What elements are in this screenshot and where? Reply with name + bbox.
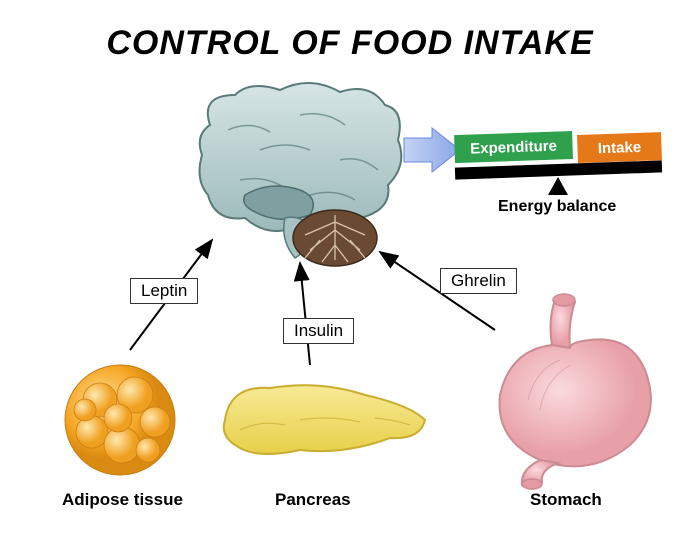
stomach-icon [500, 294, 651, 489]
diagram-canvas [0, 0, 700, 534]
brain-icon [200, 83, 402, 266]
adipose-label: Adipose tissue [62, 490, 183, 510]
fulcrum-icon [548, 177, 568, 195]
insulin-label: Insulin [283, 318, 354, 344]
stomach-label: Stomach [530, 490, 602, 510]
ghrelin-label: Ghrelin [440, 268, 517, 294]
leptin-label: Leptin [130, 278, 198, 304]
intake-box: Intake [577, 132, 662, 163]
energy-balance-label: Energy balance [498, 198, 616, 216]
adipose-icon [65, 365, 175, 475]
brain-to-balance-arrow [404, 128, 460, 172]
pancreas-label: Pancreas [275, 490, 351, 510]
expenditure-box: Expenditure [454, 131, 573, 163]
pancreas-icon [224, 385, 425, 454]
insulin-arrow [300, 263, 310, 365]
